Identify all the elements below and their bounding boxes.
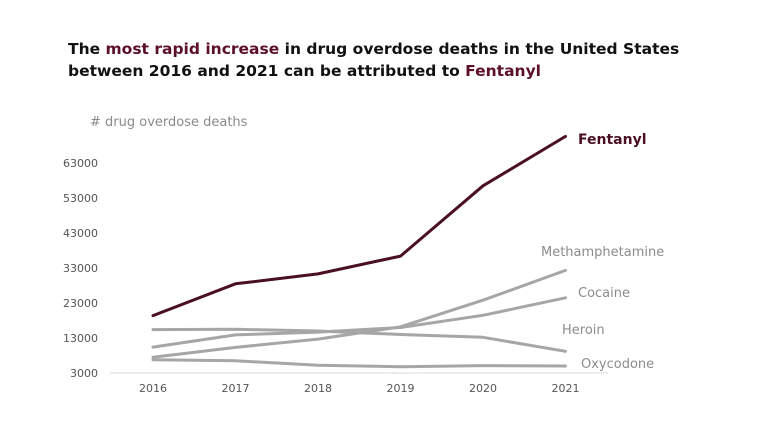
y-tick-label: 23000: [63, 297, 98, 310]
y-tick-label: 63000: [63, 157, 98, 170]
title-highlight-most-rapid-increase: most rapid increase: [105, 40, 280, 58]
series-label-fentanyl: Fentanyl: [578, 132, 647, 148]
series-line-methamphetamine: [151, 268, 567, 359]
y-tick-label: 43000: [63, 227, 98, 240]
x-tick-label: 2020: [469, 382, 497, 395]
y-tick-label: 13000: [63, 332, 98, 345]
series-line-fentanyl: [151, 134, 567, 318]
series-label-oxycodone: Oxycodone: [581, 357, 654, 372]
series-label-heroin: Heroin: [562, 323, 605, 338]
title-part-3: between 2016 and 2021 can be attributed …: [68, 62, 466, 80]
y-tick-label: 33000: [63, 262, 98, 275]
series-label-methamphetamine: Methamphetamine: [541, 245, 664, 260]
chart-title: The most rapid increase in drug overdose…: [68, 38, 728, 82]
series-line-cocaine: [151, 296, 567, 349]
series-line-heroin: [151, 327, 567, 353]
x-tick-label: 2016: [139, 382, 167, 395]
x-tick-label: 2017: [222, 382, 250, 395]
series-line-oxycodone: [151, 358, 567, 369]
title-part-1: The: [68, 40, 106, 58]
series-label-cocaine: Cocaine: [578, 286, 630, 301]
y-axis-label: # drug overdose deaths: [90, 115, 248, 130]
title-part-2: in drug overdose deaths in the United St…: [279, 40, 680, 58]
title-highlight-fentanyl: Fentanyl: [465, 62, 541, 80]
y-tick-label: 3000: [70, 367, 98, 380]
x-tick-label: 2019: [387, 382, 415, 395]
y-tick-label: 53000: [63, 192, 98, 205]
x-tick-label: 2021: [552, 382, 580, 395]
x-tick-label: 2018: [304, 382, 332, 395]
